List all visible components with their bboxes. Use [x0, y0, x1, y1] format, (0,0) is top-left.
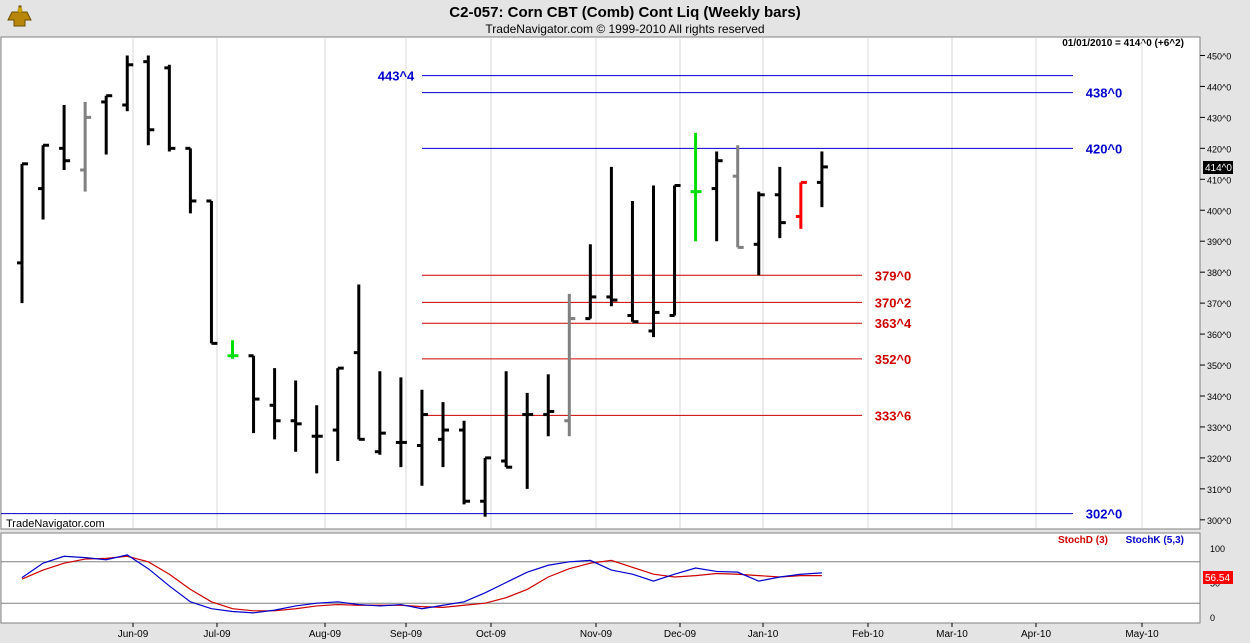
price-axis: 300^0 310^0 320^0 330^0 340^0 350^0 360^0 370^0… — [1200, 51, 1231, 526]
month-label: Jan-10 — [748, 629, 779, 640]
stoch-d-line — [21, 555, 822, 612]
stoch-y-tick-label: 0 — [1210, 613, 1215, 623]
month-label: Aug-09 — [309, 629, 342, 640]
copyright-subtitle: TradeNavigator.com © 1999-2010 All right… — [485, 22, 764, 36]
month-label: Sep-09 — [390, 629, 423, 640]
month-label: Apr-10 — [1021, 629, 1051, 640]
ohlc-bar — [459, 420, 471, 505]
ohlc-bar — [227, 340, 239, 359]
support-label: 363^4 — [875, 316, 912, 331]
stoch-tag-box — [1203, 571, 1233, 584]
ohlc-bar — [353, 284, 365, 441]
ohlc-bar — [669, 183, 681, 318]
y-tick-label: 350^0 — [1207, 361, 1231, 371]
ohlc-bar — [143, 55, 155, 146]
month-label: Jul-09 — [203, 629, 231, 640]
watermark-label: TradeNavigator.com — [6, 518, 105, 530]
y-tick-label: 410^0 — [1207, 175, 1231, 185]
price-level-lines: 443^4 438^0 420^0 302^0 379^0 370^2 363^4 352^0… — [1, 69, 1122, 522]
ohlc-bar — [59, 105, 71, 171]
ohlc-bar — [248, 354, 260, 434]
ohlc-bar — [711, 151, 723, 242]
y-tick-label: 430^0 — [1207, 113, 1231, 123]
resistance-label: 302^0 — [1086, 507, 1123, 522]
y-tick-label: 370^0 — [1207, 299, 1231, 309]
ohlc-bar — [732, 145, 744, 249]
ohlc-bar — [564, 293, 576, 437]
y-tick-label: 330^0 — [1207, 423, 1231, 433]
y-tick-label: 420^0 — [1207, 144, 1231, 154]
stochastic-panel — [0, 532, 1201, 624]
ohlc-bar — [501, 371, 513, 469]
ohlc-bar — [38, 143, 50, 220]
y-tick-label: 360^0 — [1207, 330, 1231, 340]
ohlc-bar — [332, 366, 344, 461]
ohlc-bar — [416, 389, 428, 486]
month-label: Dec-09 — [664, 629, 697, 640]
ohlc-bar — [690, 132, 702, 242]
ohlc-bar — [122, 55, 134, 112]
ohlc-bar — [395, 377, 407, 468]
price-tag-box — [1203, 161, 1233, 174]
ohlc-bar — [269, 368, 281, 440]
support-label: 352^0 — [875, 352, 912, 367]
month-label: Feb-10 — [852, 629, 884, 640]
ohlc-bar — [774, 166, 786, 239]
y-tick-label: 390^0 — [1207, 237, 1231, 247]
stoch-tag-label: 56.54 — [1205, 573, 1230, 584]
support-label: 333^6 — [875, 408, 912, 423]
ohlc-bar — [816, 151, 828, 208]
support-label: 379^0 — [875, 268, 912, 283]
ohlc-bar — [17, 162, 28, 304]
stoch-d-legend: StochD (3) — [1058, 535, 1108, 546]
ohlc-bar — [627, 200, 639, 324]
chart-title: C2-057: Corn CBT (Comb) Cont Liq (Weekly… — [449, 4, 800, 21]
stoch-k-line — [21, 554, 822, 614]
price-tag-label: 414^0 — [1205, 163, 1232, 174]
ohlc-bar — [438, 402, 449, 468]
month-gridlines — [132, 38, 1143, 528]
y-tick-label: 300^0 — [1207, 516, 1231, 526]
ohlc-bar — [80, 101, 92, 192]
month-label: Oct-09 — [476, 629, 506, 640]
ohlc-bar — [795, 180, 807, 229]
ohlc-bar — [374, 371, 386, 455]
y-tick-label: 440^0 — [1207, 82, 1231, 92]
stoch-y-tick-label: 100 — [1210, 544, 1225, 554]
ohlc-bar — [606, 166, 618, 307]
ohlc-bar — [206, 199, 218, 345]
price-bars — [17, 55, 828, 517]
price-panel — [0, 36, 1201, 530]
ohlc-bar — [311, 405, 323, 474]
ohlc-bar — [185, 146, 197, 214]
y-tick-label: 450^0 — [1207, 51, 1231, 61]
y-tick-label: 310^0 — [1207, 485, 1231, 495]
ohlc-bar — [543, 374, 555, 437]
y-tick-label: 340^0 — [1207, 392, 1231, 402]
last-quote-readout: 01/01/2010 = 414^0 (+6^2) — [1062, 38, 1184, 49]
ohlc-bar — [164, 64, 176, 152]
y-tick-label: 380^0 — [1207, 268, 1231, 278]
month-label: May-10 — [1125, 629, 1159, 640]
trade-navigator-logo-icon — [4, 4, 34, 32]
y-tick-label: 320^0 — [1207, 454, 1231, 464]
ohlc-bar — [648, 185, 660, 338]
ohlc-bar — [522, 392, 534, 489]
time-axis: Jun-09 Jul-09 Aug-09 Sep-09 Oct-09 Nov-09 Dec-… — [118, 623, 1159, 640]
ohlc-bar — [480, 456, 492, 517]
ohlc-bar — [753, 191, 765, 276]
ohlc-bar — [585, 244, 597, 321]
support-label: 370^2 — [875, 295, 912, 310]
resistance-label: 438^0 — [1086, 86, 1123, 101]
resistance-label: 420^0 — [1086, 141, 1123, 156]
month-label: Nov-09 — [580, 629, 613, 640]
resistance-label: 443^4 — [378, 69, 415, 84]
stoch-k-legend: StochK (5,3) — [1126, 535, 1184, 546]
ohlc-bar — [290, 380, 302, 452]
month-label: Mar-10 — [936, 629, 968, 640]
month-label: Jun-09 — [118, 629, 149, 640]
y-tick-label: 400^0 — [1207, 206, 1231, 216]
ohlc-bar — [101, 94, 113, 155]
